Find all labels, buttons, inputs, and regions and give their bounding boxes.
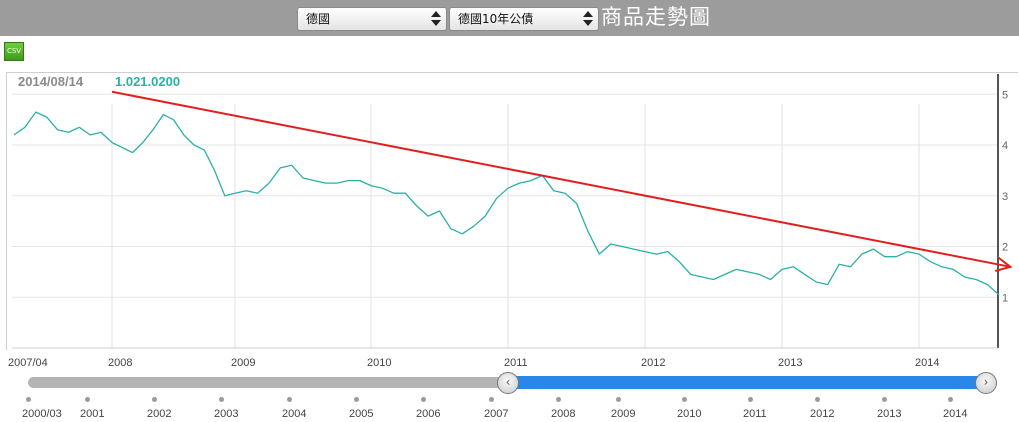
y-tick-label: 4 (1002, 140, 1008, 152)
navigator-tick-label: 2005 (349, 408, 374, 420)
series-line (13, 111, 1000, 296)
navigator-tick-dot (354, 397, 359, 402)
y-tick-label: 3 (1002, 191, 1008, 203)
country-select-value: 德國 (306, 12, 331, 26)
navigator-tick-dot (815, 397, 820, 402)
navigator-tick-label: 2014 (943, 408, 968, 420)
country-select[interactable]: 德國 (297, 7, 447, 31)
navigator-tick-label: 2010 (677, 408, 702, 420)
navigator-tick-dot (882, 397, 887, 402)
navigator-tick-dot (421, 397, 426, 402)
page-title: 商品走勢圖 (601, 5, 711, 29)
chevron-right-icon: › (983, 375, 989, 389)
navigator-tick-label: 2006 (416, 408, 441, 420)
y-tick-label: 1 (1002, 292, 1008, 304)
chart-frame (6, 72, 1018, 350)
navigator-right-handle[interactable]: › (975, 372, 997, 394)
x-tick-label: 2009 (231, 357, 256, 369)
navigator-tick-dot (489, 397, 494, 402)
navigator-tick-label: 2002 (147, 408, 172, 420)
navigator-tick-label: 2004 (282, 408, 307, 420)
product-select[interactable]: 德國10年公債 (449, 7, 599, 31)
csv-export-button[interactable]: CSV (4, 42, 24, 61)
y-tick-label: 5 (1002, 89, 1008, 101)
navigator-tick-dot (682, 397, 687, 402)
navigator-tick-dot (219, 397, 224, 402)
x-tick-label: 2012 (641, 357, 666, 369)
navigator-track[interactable] (28, 377, 509, 388)
navigator-tick-dot (26, 397, 31, 402)
y-tick-label: 2 (1002, 242, 1008, 254)
navigator-tick-dot (287, 397, 292, 402)
product-select-value: 德國10年公債 (458, 12, 534, 26)
navigator-tick-label: 2013 (877, 408, 902, 420)
select-arrows-icon (582, 11, 594, 27)
navigator-tick-dot (152, 397, 157, 402)
trendline-arrowhead (994, 256, 1013, 272)
navigator-tick-dot (85, 397, 90, 402)
navigator-tick-label: 2001 (80, 408, 105, 420)
navigator-tick-dot (948, 397, 953, 402)
trendline (111, 90, 1011, 268)
navigator-tick-label: 2008 (551, 408, 576, 420)
x-tick-label: 2014 (915, 357, 940, 369)
navigator-tick-label: 2009 (611, 408, 636, 420)
hover-value: 1.021.0200 (115, 74, 181, 89)
x-tick-label: 2013 (778, 357, 803, 369)
navigator-tick-label: 2007 (484, 408, 509, 420)
navigator-tick-dot (748, 397, 753, 402)
navigator-tick-dot (556, 397, 561, 402)
navigator-tick-label: 2003 (214, 408, 239, 420)
x-tick-label: 2007/04 (8, 357, 48, 369)
select-arrows-icon (430, 11, 442, 27)
x-tick-label: 2010 (367, 357, 392, 369)
chevron-left-icon: ‹ (505, 375, 511, 389)
navigator-tick-label: 2012 (810, 408, 835, 420)
x-tick-label: 2008 (108, 357, 133, 369)
hover-date: 2014/08/14 (18, 74, 84, 89)
navigator-tick-dot (616, 397, 621, 402)
navigator-tick-label: 2011 (743, 408, 767, 420)
navigator-left-handle[interactable]: ‹ (497, 372, 519, 394)
navigator-tick-label: 2000/03 (22, 408, 62, 420)
x-tick-label: 2011 (504, 357, 528, 369)
navigator-selection[interactable] (508, 376, 985, 389)
